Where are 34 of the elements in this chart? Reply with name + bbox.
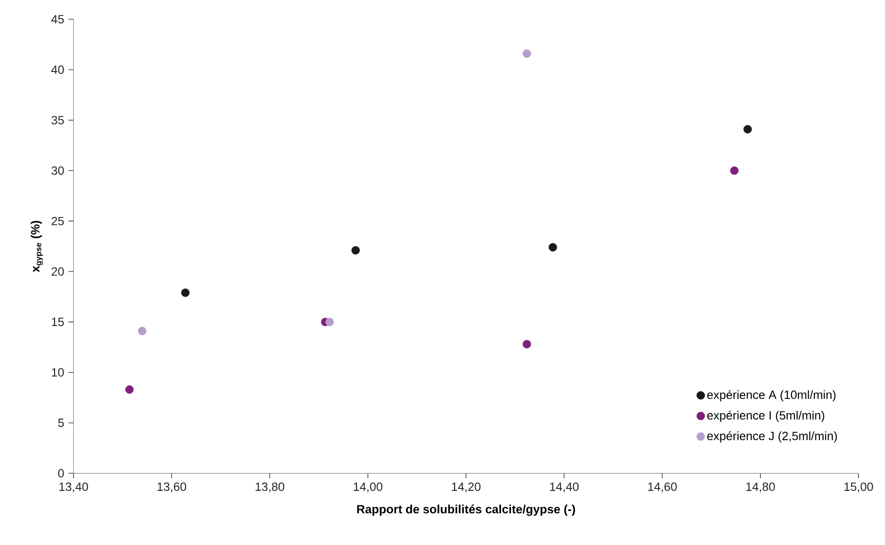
y-tick-label: 35	[51, 116, 64, 124]
y-tick-label: 30	[51, 166, 64, 175]
x-tick-label: 14,60	[648, 482, 677, 492]
y-tick-label: 15	[52, 318, 64, 326]
legend-label: expérience I (5ml/min)	[707, 410, 824, 422]
legend-label: expérience J (2,5ml/min)	[707, 431, 837, 443]
y-tick-label: 45	[51, 15, 64, 24]
x-tick-label: 14,00	[354, 482, 382, 492]
point	[325, 318, 334, 326]
point	[125, 385, 134, 394]
x-tick-label: 15,00	[844, 482, 874, 492]
x-tick-label: 13,60	[158, 482, 186, 492]
legend-label: expérience A (10ml/min)	[707, 390, 836, 402]
x-axis-title: Rapport de solubilités calcite/gypse (-)	[357, 504, 576, 516]
y-tick-label: 0	[58, 469, 64, 478]
y-tick-label: 25	[52, 216, 64, 226]
point	[522, 340, 532, 348]
point	[181, 288, 190, 297]
y-tick-label: 40	[51, 66, 64, 74]
x-tick-label: 13,80	[256, 482, 284, 492]
point	[351, 246, 360, 255]
x-tick-label: 14,40	[550, 482, 579, 492]
y-tick-label: 5	[58, 418, 64, 428]
point	[548, 243, 558, 252]
x-tick-label: 14,20	[452, 482, 480, 492]
point	[522, 49, 532, 58]
y-axis-title: x$_{gypse}$ (%)	[30, 220, 43, 272]
y-tick-label: 10	[52, 368, 64, 377]
point	[743, 125, 752, 134]
point	[730, 166, 739, 175]
x-tick-label: 14,80	[746, 482, 775, 492]
point	[138, 326, 146, 336]
x-tick-label: 13,40	[59, 482, 88, 492]
y-tick-label: 20	[52, 267, 64, 276]
